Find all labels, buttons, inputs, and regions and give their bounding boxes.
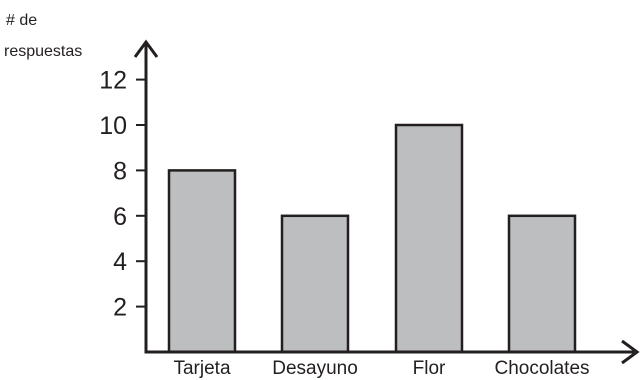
x-category-label-flor: Flor <box>413 358 446 379</box>
y-tick-label-10: 10 <box>99 112 127 140</box>
x-category-label-chocolates: Chocolates <box>494 358 589 379</box>
bar-chocolates <box>507 214 577 354</box>
y-axis-arrow-icon <box>133 39 159 58</box>
y-axis-label-line-1: # de <box>6 12 37 29</box>
x-axis-arrow-icon <box>621 339 640 365</box>
x-category-label-desayuno: Desayuno <box>272 358 358 379</box>
y-tick-label-6: 6 <box>113 203 127 231</box>
x-category-label-tarjeta: Tarjeta <box>173 358 230 379</box>
y-ticks-group: 2 4 6 8 10 12 <box>99 67 146 322</box>
bars-group <box>167 123 577 354</box>
bar-desayuno <box>280 214 350 354</box>
y-axis-label-line-2: respuestas <box>4 43 82 60</box>
y-tick-label-2: 2 <box>113 294 127 322</box>
y-axis-label: # de respuestas <box>4 12 82 60</box>
axes-group <box>133 39 640 365</box>
bar-flor <box>394 123 464 354</box>
bar-tarjeta <box>167 169 237 354</box>
y-tick-label-4: 4 <box>113 248 127 276</box>
y-tick-label-8: 8 <box>113 157 127 185</box>
y-tick-label-12: 12 <box>99 67 127 95</box>
x-category-labels: Tarjeta Desayuno Flor Chocolates <box>173 358 589 379</box>
